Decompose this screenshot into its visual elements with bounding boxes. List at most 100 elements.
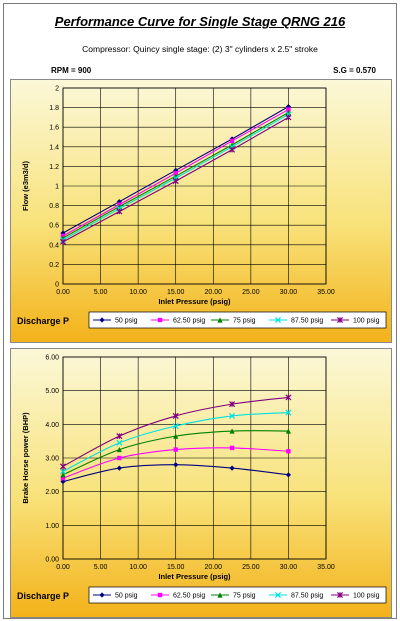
y-tick-label: 3.00 xyxy=(45,456,59,463)
data-point xyxy=(285,428,292,434)
x-tick-label: 25.00 xyxy=(242,564,260,571)
report-frame: Performance Curve for Single Stage QRNG … xyxy=(3,3,397,619)
y-tick-label: 0.4 xyxy=(49,242,59,249)
legend-label: 75 psig xyxy=(233,318,256,325)
data-point xyxy=(229,445,235,451)
data-point xyxy=(172,178,179,185)
chart-background xyxy=(11,349,391,617)
y-tick-label: 0.6 xyxy=(49,223,59,230)
x-tick-label: 35.00 xyxy=(317,289,335,296)
y-tick-label: 5.00 xyxy=(45,388,59,395)
legend-marker xyxy=(157,592,163,598)
data-point xyxy=(59,238,67,245)
x-tick-label: 5.00 xyxy=(94,564,108,571)
y-tick-label: 2 xyxy=(55,86,59,93)
data-point xyxy=(172,412,179,419)
x-tick-label: 20.00 xyxy=(205,564,223,571)
legend-label: 50 psig xyxy=(115,318,138,325)
data-point xyxy=(229,401,236,408)
data-point xyxy=(229,146,236,153)
data-point xyxy=(116,446,122,453)
plot-area-border xyxy=(62,87,327,285)
x-axis-label: Inlet Pressure (psig) xyxy=(158,572,231,581)
y-tick-label: 1.4 xyxy=(49,144,59,151)
x-tick-label: 30.00 xyxy=(280,564,298,571)
flow-chart-panel: 0 0.2 0.4 0.6 0.8 1 1.2 1.4 1.6 1.8 2 0.00 5.00 10.00… xyxy=(10,79,392,343)
data-point xyxy=(59,468,67,475)
y-tick-label: 1 xyxy=(55,184,59,191)
y-tick-label: 6.00 xyxy=(45,355,59,362)
page-title: Performance Curve for Single Stage QRNG … xyxy=(54,14,346,29)
x-tick-label: 15.00 xyxy=(167,564,185,571)
data-point xyxy=(59,463,67,470)
y-tick-label: 1.00 xyxy=(45,523,59,530)
y-tick-label: 2.00 xyxy=(45,489,59,496)
y-tick-label: 0.8 xyxy=(49,203,59,210)
data-point xyxy=(285,114,292,121)
legend-label: 100 psig xyxy=(353,593,380,600)
x-tick-label: 0.00 xyxy=(56,564,70,571)
x-axis-label: Inlet Pressure (psig) xyxy=(158,297,231,306)
legend-label: 50 psig xyxy=(115,593,138,600)
legend-label: 87.50 psig xyxy=(291,318,323,325)
legend-label: 87.50 psig xyxy=(291,593,323,600)
chart-background xyxy=(11,80,391,342)
x-tick-label: 10.00 xyxy=(129,564,147,571)
legend-title: Discharge P xyxy=(17,591,69,601)
legend-marker xyxy=(336,316,344,324)
legend-marker xyxy=(157,317,163,323)
data-point xyxy=(229,412,236,419)
y-tick-label: 0.00 xyxy=(45,557,59,564)
legend: Discharge P 50 psig 62.50 psig 75 psig 87.50… xyxy=(17,586,387,604)
flow-chart: 00.20.40.60.811.21.41.61.820.00 5.00 10.00… xyxy=(11,80,391,342)
legend-label: 75 psig xyxy=(233,593,256,600)
compressor-subtitle: Compressor: Quincy single stage: (2) 3" … xyxy=(82,44,318,54)
legend-marker xyxy=(99,317,105,323)
y-tick-label: 4.00 xyxy=(45,422,59,429)
data-point xyxy=(117,455,122,461)
data-point xyxy=(285,394,292,401)
specific-gravity-label: S.G = 0.570 xyxy=(333,66,376,75)
y-tick-label: 1.2 xyxy=(49,164,59,171)
y-tick-labels: 0.00 1.00 2.00 3.00 4.00 5.00 6.00 xyxy=(45,355,59,564)
legend-marker xyxy=(99,592,105,598)
x-tick-label: 25.00 xyxy=(242,289,260,296)
legend-label: 100 psig xyxy=(353,318,380,325)
data-point xyxy=(229,428,235,434)
data-point xyxy=(172,422,179,430)
bhp-chart: 0.00 1.00 2.00 3.00 4.00 5.00 6.00 0.00 5.00 10.0… xyxy=(11,349,391,617)
y-axis-label: Brake Horse power (BHP) xyxy=(21,412,30,504)
data-point xyxy=(173,171,178,176)
x-tick-labels: 0.00 5.00 10.00 15.00 20.00 25.00 30.00 35.00 xyxy=(56,289,335,296)
y-tick-label: 0 xyxy=(55,282,59,289)
data-point xyxy=(173,433,179,439)
legend-marker xyxy=(274,316,282,324)
x-tick-label: 20.00 xyxy=(205,289,223,296)
data-point xyxy=(116,433,123,440)
x-tick-label: 35.00 xyxy=(317,564,335,571)
series-lines xyxy=(59,104,292,245)
x-tick-label: 10.00 xyxy=(129,289,147,296)
x-tick-label: 30.00 xyxy=(280,289,298,296)
y-axis-label: Flow (e3m3/d) xyxy=(21,160,30,211)
bhp-chart-panel: 0.00 1.00 2.00 3.00 4.00 5.00 6.00 0.00 5.00 10.0… xyxy=(10,348,392,618)
x-tick-labels: 0.00 5.00 10.00 15.00 20.00 25.00 30.00 35.00 xyxy=(56,564,335,571)
x-tick-label: 15.00 xyxy=(167,289,185,296)
x-tick-label: 0.00 xyxy=(56,289,70,296)
data-point xyxy=(229,138,235,144)
data-point xyxy=(60,472,66,478)
legend-marker xyxy=(274,591,282,599)
rpm-label: RPM = 900 xyxy=(51,66,92,75)
plot-area-border xyxy=(62,356,327,560)
data-point xyxy=(116,208,123,215)
legend-box xyxy=(88,311,387,329)
y-tick-labels: 0 0.2 0.4 0.6 0.8 1 1.2 1.4 1.6 1.8 2 xyxy=(49,86,59,289)
legend-title: Discharge P xyxy=(17,316,69,326)
y-tick-label: 1.6 xyxy=(49,125,59,132)
legend-label: 62.50 psig xyxy=(173,593,205,600)
legend-label: 62.50 psig xyxy=(173,318,205,325)
data-point xyxy=(116,439,123,446)
legend-box xyxy=(88,586,387,604)
data-point xyxy=(285,104,292,110)
y-tick-label: 1.8 xyxy=(49,105,59,112)
